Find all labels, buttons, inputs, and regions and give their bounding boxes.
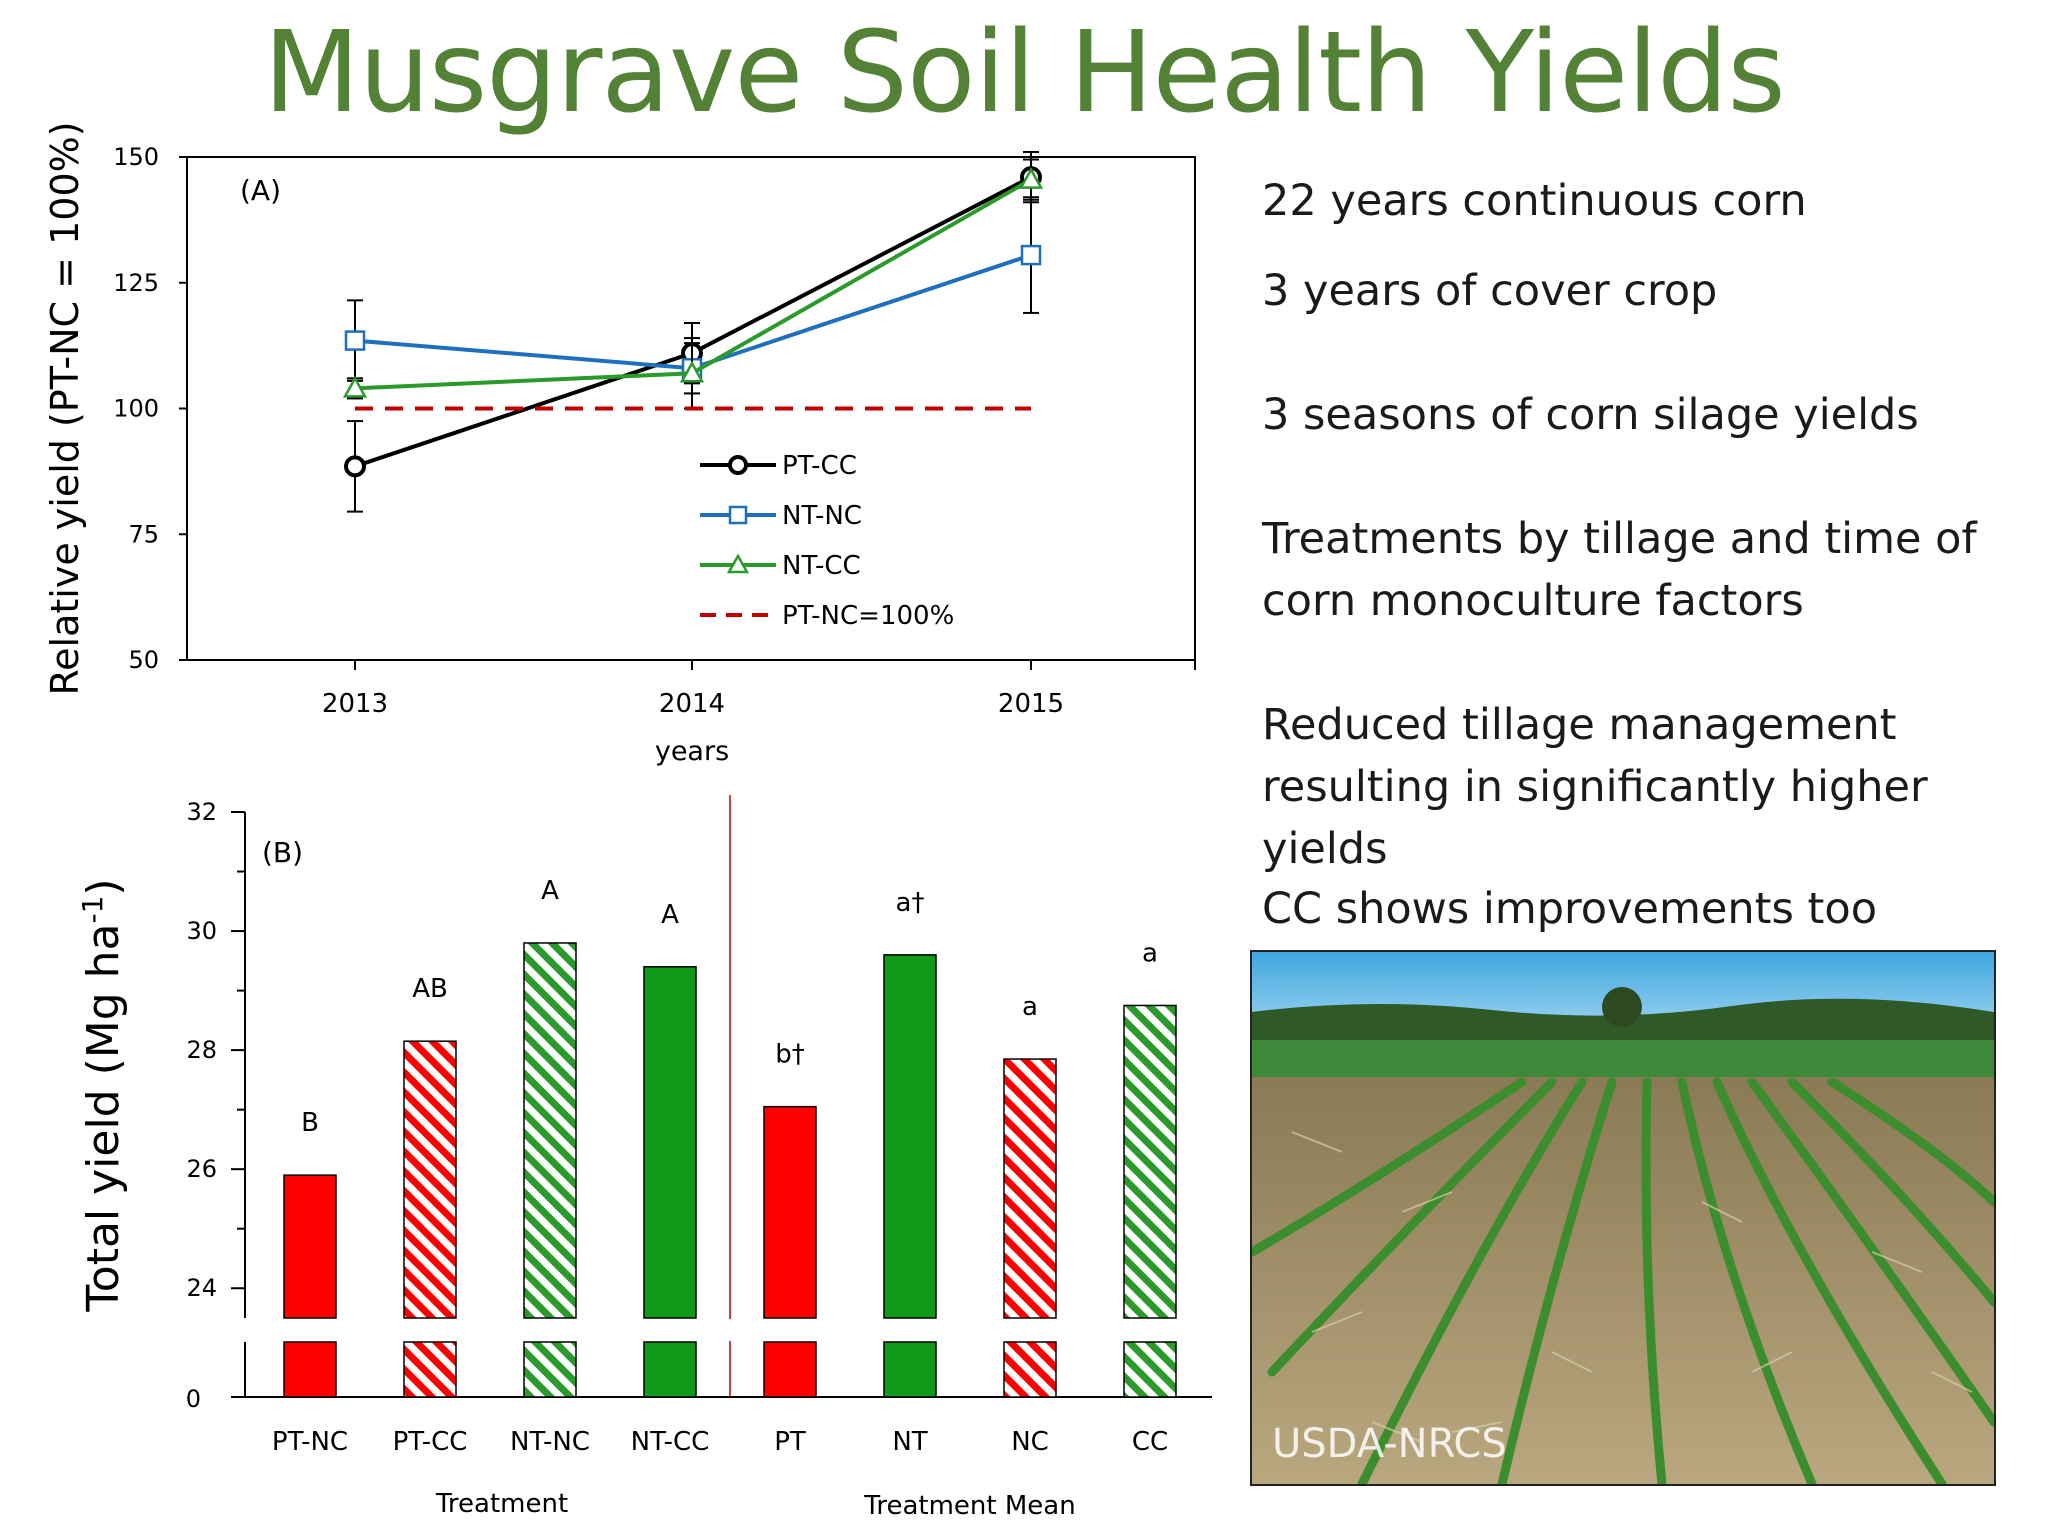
legend-label-pt-nc-100-: PT-NC=100% [782,601,954,631]
point-pt-cc [344,455,366,478]
x-tick-label-pt: PT [774,1427,806,1457]
y-tick-label: 28 [186,1036,217,1064]
bar-lower-nt-nc [523,1341,577,1398]
photo-credit: USDA-NRCS [1272,1421,1507,1467]
group-label-treatment: Treatment [435,1489,568,1519]
legend-label-nt-cc: NT-CC [782,551,861,581]
x-axis-label: years [655,736,729,767]
bullet-item: Reduced tillage management resulting in … [1262,700,1928,874]
legend-label-nt-nc: NT-NC [782,501,862,531]
legend-label-pt-cc: PT-CC [782,451,857,481]
bar-pt-cc [403,1040,457,1319]
x-tick-label-nt: NT [892,1427,927,1457]
significance-letter-pt-cc: AB [412,974,448,1004]
bar-lower-cc [1123,1341,1177,1398]
bar-cc [1123,1004,1177,1319]
x-tick-label-cc: CC [1132,1427,1168,1457]
bar-lower-nc [1003,1341,1057,1398]
page-title: Musgrave Soil Health Yields [263,8,1785,138]
significance-letter-nt-nc: A [541,876,559,906]
field-photo: USDA-NRCS [1250,950,1996,1486]
significance-letter-nt-cc: A [661,900,679,930]
bar-lower-nt [883,1341,937,1398]
x-tick-label-pt-nc: PT-NC [272,1427,348,1457]
legend-marker [726,553,750,574]
significance-letter-pt-nc: B [301,1108,319,1138]
significance-letter-nt: a† [896,888,925,918]
y-tick-label: 24 [186,1274,217,1302]
x-tick-label: 2014 [659,689,725,719]
point-nt-cc [342,375,368,398]
bar-lower-pt-nc [283,1341,337,1398]
point-nt-cc [1018,167,1044,189]
legend-marker [728,455,748,475]
bar-chart-panel-b: 24 26 28 30 32 0 Total yield (Mg ha-1) (B) B PT-N… [75,795,1217,1521]
axis-break-gap [247,1319,1217,1341]
y-axis-label: Relative yield (PT-NC = 100%) [43,121,87,695]
y-tick-label: 125 [113,269,159,297]
panel-label: (A) [240,174,281,207]
y-tick-label: 150 [113,143,159,171]
x-tick-label-nc: NC [1011,1427,1049,1457]
y-tick-label: 32 [186,798,217,826]
x-tick-label: 2015 [998,689,1064,719]
y-tick-label: 26 [186,1155,217,1183]
line-chart-panel-a: 50 75 100 125 150 2013 2014 2015 years Relative y… [43,121,1196,767]
y-tick-label: 50 [128,646,159,674]
bar-nt-nc [523,942,577,1319]
y-tick-label: 100 [113,395,159,423]
x-tick-label-pt-cc: PT-CC [393,1427,468,1457]
x-tick-label: 2013 [322,689,388,719]
y-axis-label: Total yield (Mg ha-1) [76,878,130,1312]
bar-nt [883,954,937,1319]
point-nt-cc [679,360,705,383]
y-tick-label: 30 [186,917,217,945]
panel-label: (B) [262,836,303,869]
bullet-item: 22 years continuous corn [1262,176,1807,226]
y-tick-label: 75 [128,520,159,548]
bar-lower-pt-cc [403,1341,457,1398]
bullet-item: 3 years of cover crop [1262,266,1718,316]
bar-pt [763,1105,817,1319]
x-tick-label-nt-cc: NT-CC [631,1427,710,1457]
y-tick-label-zero: 0 [186,1385,201,1413]
point-nt-nc [344,330,366,351]
legend-marker [728,505,748,525]
point-nt-nc [1020,244,1042,266]
bullet-item: CC shows improvements too [1262,884,1877,934]
significance-letter-pt: b† [775,1040,805,1070]
bullet-item: Treatments by tillage and time of corn m… [1262,514,1977,626]
significance-letter-cc: a [1142,938,1158,968]
bar-lower-nt-cc [643,1341,697,1398]
bar-lower-pt [763,1341,817,1398]
bar-pt-nc [283,1174,337,1319]
no-till-field-image: USDA-NRCS [1252,952,1994,1484]
significance-letter-nc: a [1022,992,1038,1022]
bar-nt-cc [643,966,697,1319]
group-label-treatment-mean: Treatment Mean [863,1491,1075,1521]
bullet-item: 3 seasons of corn silage yields [1262,390,1919,440]
bar-nc [1003,1058,1057,1319]
x-tick-label-nt-nc: NT-NC [510,1427,590,1457]
